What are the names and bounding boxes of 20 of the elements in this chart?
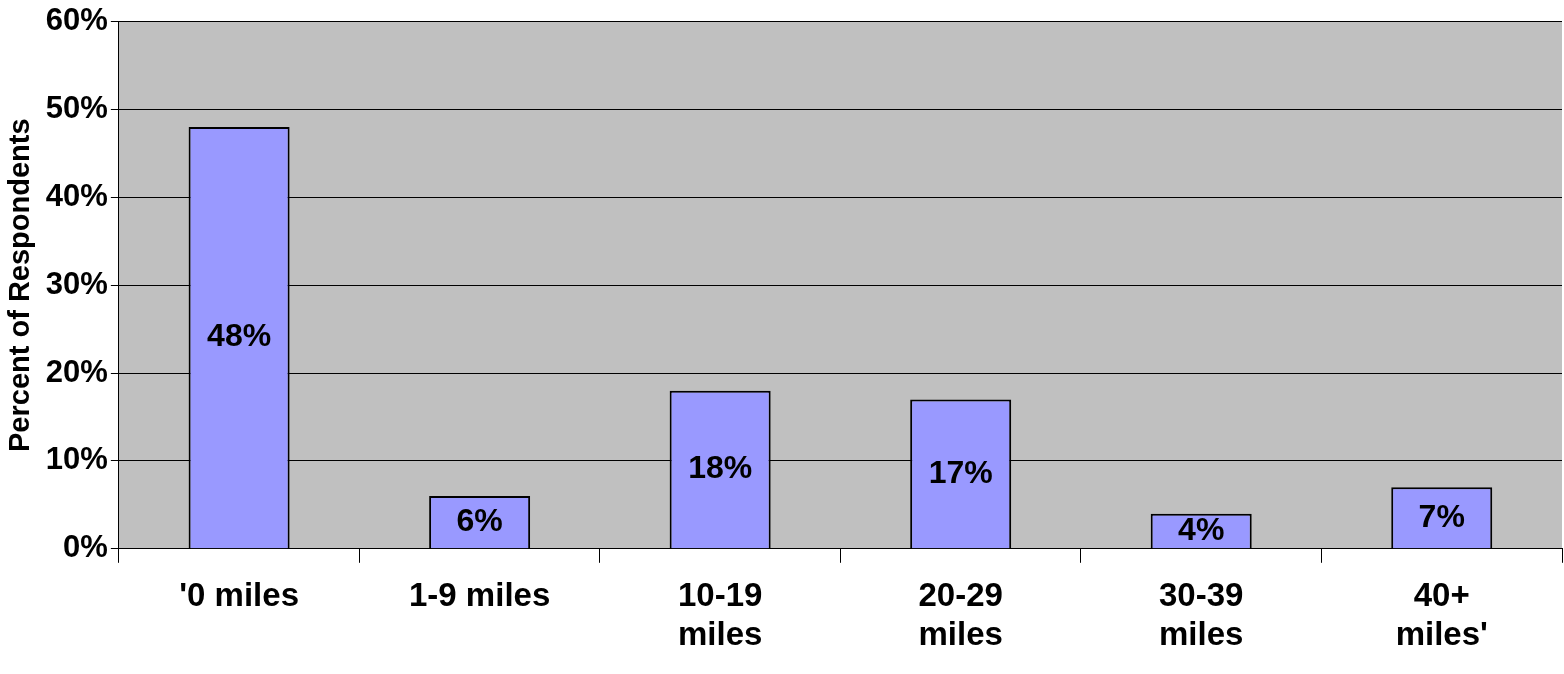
y-tick-label: 50%	[45, 90, 108, 126]
data-label: 4%	[1178, 510, 1225, 547]
x-tick-label: 20-29 miles	[918, 575, 1003, 653]
data-label: 7%	[1418, 497, 1465, 534]
x-tick-label: '0 miles	[179, 575, 299, 613]
x-tick-label: 1-9 miles	[409, 575, 551, 613]
y-tick-label: 0%	[63, 529, 108, 565]
y-tick-label: 20%	[45, 353, 108, 389]
y-tick-label: 10%	[45, 441, 108, 477]
x-tick-label: 10-19 miles	[677, 575, 763, 653]
data-label: 6%	[456, 502, 503, 539]
data-label: 17%	[928, 453, 993, 490]
data-label: 48%	[207, 317, 272, 354]
y-axis-title: Percent of Respondents	[3, 118, 36, 452]
y-tick-label: 30%	[45, 265, 108, 301]
y-tick-label: 40%	[45, 177, 108, 213]
x-tick-label: 40+ miles'	[1395, 575, 1488, 653]
y-tick-label: 60%	[45, 2, 108, 38]
data-label: 18%	[688, 449, 753, 486]
x-tick-label: 30-39 miles	[1159, 575, 1244, 653]
